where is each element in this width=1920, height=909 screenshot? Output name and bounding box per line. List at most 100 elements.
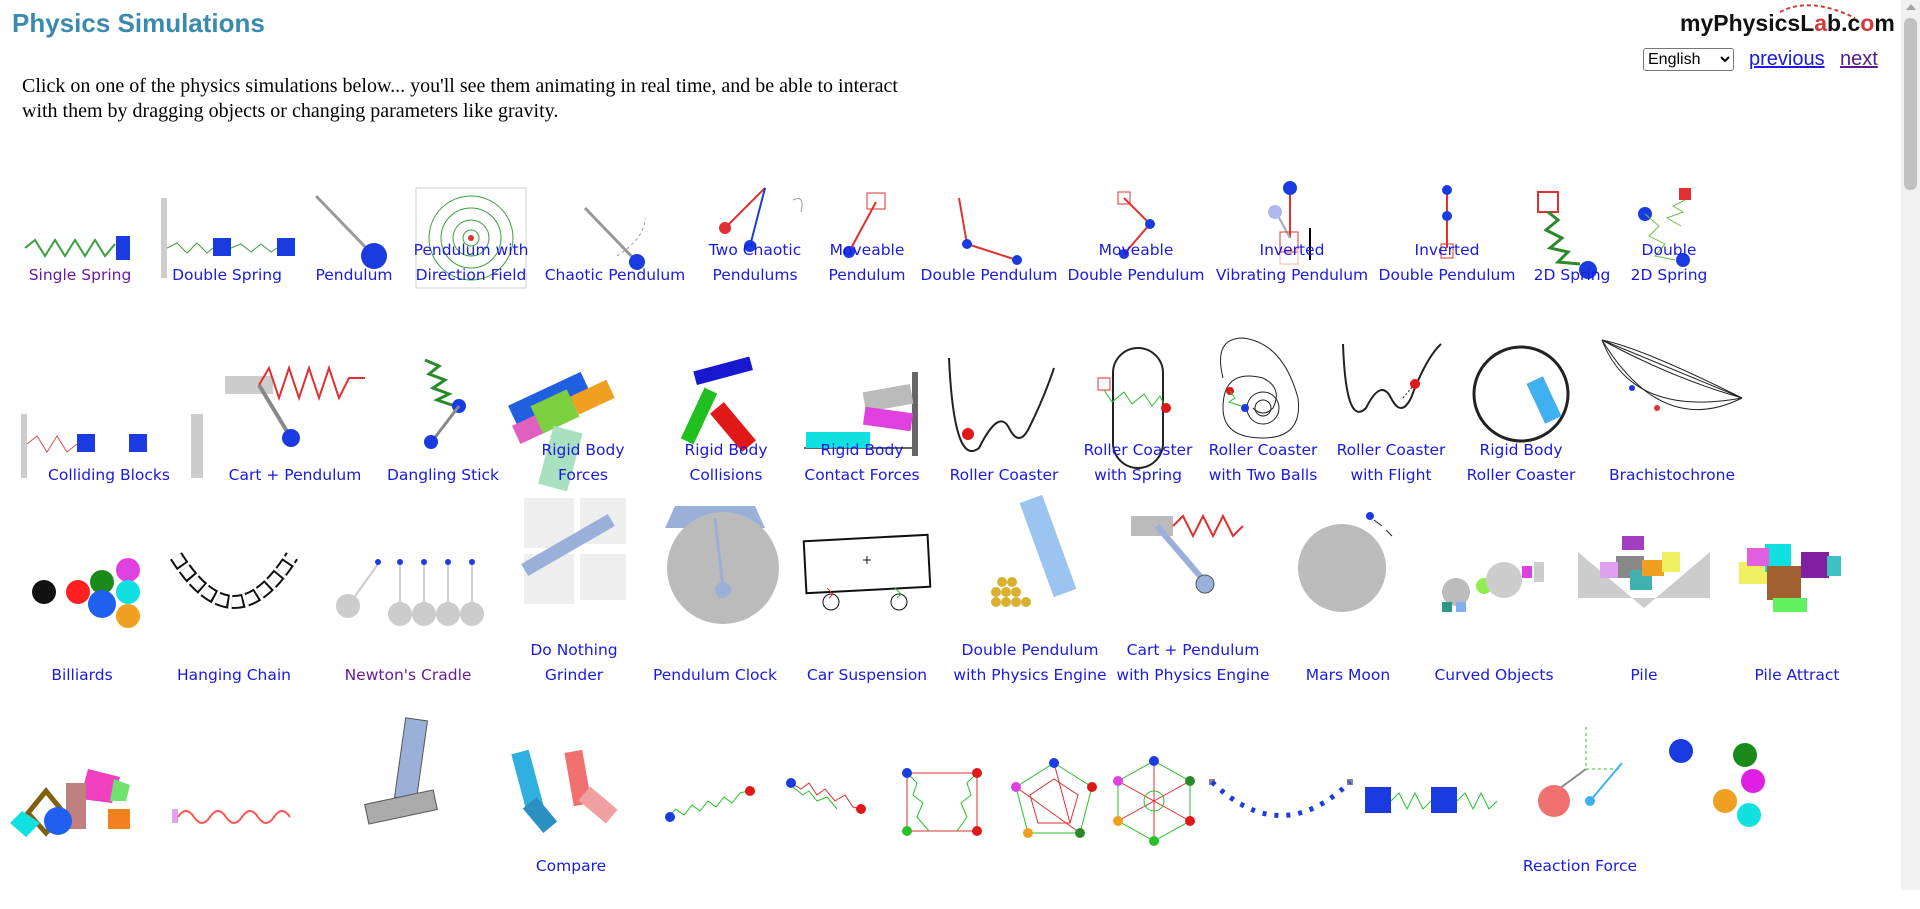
sim-caption[interactable]: Rigid Body Forces (473, 438, 693, 488)
sim-link-2d-spring[interactable]: 2D Spring (1462, 88, 1682, 318)
sim-link-moveable-pendulum[interactable]: Moveable Pendulum (757, 88, 977, 318)
sim-link-billiards[interactable]: Billiards (0, 488, 192, 718)
sim-caption[interactable]: Roller Coaster with Flight (1281, 438, 1501, 488)
sim-link-newtons-cradle[interactable]: Newton's Cradle (298, 488, 518, 718)
sim-link-pendulum-clock[interactable]: Pendulum Clock (605, 488, 825, 718)
scrollbar[interactable] (1901, 0, 1920, 890)
sim-link-double-pendulum[interactable]: Double Pendulum (879, 88, 1099, 318)
sim-link-chain-1[interactable] (604, 679, 824, 909)
scroll-thumb[interactable] (1904, 18, 1917, 190)
sim-link-compare[interactable]: Compare (461, 679, 681, 909)
sim-caption[interactable]: Dangling Stick (333, 463, 553, 488)
sim-link-colliding-blocks[interactable]: Colliding Blocks (0, 288, 219, 518)
sim-link-inverted-double-pendulum[interactable]: Inverted Double Pendulum (1337, 88, 1557, 318)
sim-caption[interactable]: Cart + Pendulum (185, 463, 405, 488)
sim-link-moveable-double-pendulum[interactable]: Moveable Double Pendulum (1026, 88, 1246, 318)
sim-link-direction-field[interactable]: Pendulum with Direction Field (361, 88, 581, 318)
sim-caption[interactable]: Pendulum (244, 263, 464, 288)
sim-link-curved-objects[interactable]: Curved Objects (1384, 488, 1604, 718)
wave-spring-icon (172, 809, 291, 824)
sim-caption[interactable]: Compare (461, 854, 681, 879)
sim-caption[interactable]: Rigid Body Contact Forces (752, 438, 972, 488)
sim-link-stacked-blocks[interactable] (300, 679, 520, 909)
sim-link-roller-coaster-spring[interactable]: Roller Coaster with Spring (1028, 288, 1248, 518)
sim-caption[interactable]: Billiards (0, 663, 192, 688)
sim-caption[interactable]: Do Nothing Grinder (464, 638, 684, 688)
sim-link-chain-2[interactable] (717, 679, 937, 909)
sim-caption[interactable]: Double Spring (117, 263, 337, 288)
sim-link-rigid-body-forces[interactable]: Rigid Body Forces (473, 288, 693, 518)
sim-caption[interactable]: Cart + Pendulum with Physics Engine (1083, 638, 1303, 688)
sim-caption[interactable]: Reaction Force (1470, 854, 1690, 879)
sim-link-spring-square[interactable] (833, 679, 1053, 909)
sim-caption[interactable]: Brachistochrone (1562, 463, 1782, 488)
sim-link-two-chaotic-pendulums[interactable]: Two Chaotic Pendulums (645, 88, 865, 318)
sim-link-wave-spring[interactable] (122, 679, 342, 909)
sim-link-roller-coaster-two-balls[interactable]: Roller Coaster with Two Balls (1153, 288, 1373, 518)
sim-link-roller-coaster-flight[interactable]: Roller Coaster with Flight (1281, 288, 1501, 518)
sim-caption[interactable]: Moveable Double Pendulum (1026, 238, 1246, 288)
sim-link-rigid-body-collisions[interactable]: Rigid Body Collisions (616, 288, 836, 518)
sim-link-cart-pendulum[interactable]: Cart + Pendulum (185, 288, 405, 518)
sim-caption[interactable]: Inverted Double Pendulum (1337, 238, 1557, 288)
sim-link-polygon-blocks[interactable] (0, 679, 190, 909)
sim-link-single-spring[interactable]: Single Spring (0, 88, 190, 318)
sim-link-cart-pendulum-engine[interactable]: Cart + Pendulum with Physics Engine (1083, 488, 1303, 718)
sim-caption[interactable]: Roller Coaster with Spring (1028, 438, 1248, 488)
sim-caption[interactable]: Car Suspension (757, 663, 977, 688)
sim-link-rigid-body-contact[interactable]: Rigid Body Contact Forces (752, 288, 972, 518)
sim-caption[interactable]: Single Spring (0, 263, 190, 288)
sim-link-chaotic-pendulum[interactable]: Chaotic Pendulum (505, 88, 725, 318)
sim-caption[interactable]: Hanging Chain (124, 663, 344, 688)
sim-caption[interactable]: Double Pendulum (879, 263, 1099, 288)
colliding-blocks-icon (21, 414, 203, 478)
sim-link-brachistochrone[interactable]: Brachistochrone (1562, 288, 1782, 518)
page-title: Physics Simulations (12, 8, 265, 38)
sim-link-spring-hexagon[interactable] (1044, 679, 1264, 909)
sim-caption[interactable]: Double 2D Spring (1559, 238, 1779, 288)
sim-link-hanging-chain[interactable]: Hanging Chain (124, 488, 344, 718)
sim-caption[interactable]: Double Pendulum with Physics Engine (920, 638, 1140, 688)
sim-caption[interactable]: Pile (1534, 663, 1754, 688)
sim-link-inverted-vibrating-pendulum[interactable]: Inverted Vibrating Pendulum (1182, 88, 1402, 318)
colored-balls-icon (1669, 739, 1765, 827)
sim-caption[interactable]: Inverted Vibrating Pendulum (1182, 238, 1402, 288)
sim-caption[interactable]: Pendulum Clock (605, 663, 825, 688)
sim-link-bead-chain[interactable] (1171, 679, 1391, 909)
sim-caption[interactable]: Rigid Body Roller Coaster (1411, 438, 1631, 488)
sim-caption[interactable]: Pile Attract (1687, 663, 1907, 688)
sim-link-reaction-force[interactable]: Reaction Force (1470, 679, 1690, 909)
sim-caption[interactable]: Roller Coaster (894, 463, 1114, 488)
language-select[interactable]: English (1643, 48, 1734, 71)
sim-caption[interactable]: Pendulum with Direction Field (361, 238, 581, 288)
site-logo[interactable]: myPhysicsLab.com (1680, 4, 1895, 37)
sim-caption[interactable]: Newton's Cradle (298, 663, 518, 688)
sim-link-colored-balls[interactable] (1607, 679, 1827, 909)
sim-caption[interactable]: Colliding Blocks (0, 463, 219, 488)
sim-caption[interactable]: Roller Coaster with Two Balls (1153, 438, 1373, 488)
sim-link-double-pendulum-engine[interactable]: Double Pendulum with Physics Engine (920, 488, 1140, 718)
sim-caption[interactable]: Chaotic Pendulum (505, 263, 725, 288)
sim-link-pile-attract[interactable]: Pile Attract (1687, 488, 1907, 718)
sim-link-double-spring[interactable]: Double Spring (117, 88, 337, 318)
sim-caption[interactable]: Two Chaotic Pendulums (645, 238, 865, 288)
next-link[interactable]: next (1840, 48, 1878, 70)
previous-link[interactable]: previous (1749, 48, 1825, 70)
sim-caption[interactable]: Mars Moon (1238, 663, 1458, 688)
sim-caption[interactable]: Moveable Pendulum (757, 238, 977, 288)
sim-link-grinder[interactable]: Do Nothing Grinder (464, 488, 684, 718)
sim-link-rigid-body-roller-coaster[interactable]: Rigid Body Roller Coaster (1411, 288, 1631, 518)
sim-link-mars-moon[interactable]: Mars Moon (1238, 488, 1458, 718)
sim-caption[interactable]: Curved Objects (1384, 663, 1604, 688)
sim-link-car-suspension[interactable]: Car Suspension (757, 488, 977, 718)
sim-link-double-2d-spring[interactable]: Double 2D Spring (1559, 88, 1779, 318)
sim-link-dangling-stick[interactable]: Dangling Stick (333, 288, 553, 518)
sim-link-spring-pentagon[interactable] (944, 679, 1164, 909)
sim-link-roller-coaster[interactable]: Roller Coaster (894, 288, 1114, 518)
sim-link-pile[interactable]: Pile (1534, 488, 1754, 718)
sim-caption[interactable]: 2D Spring (1462, 263, 1682, 288)
scroll-up-icon[interactable] (1906, 4, 1916, 10)
sim-link-two-blocks-spring[interactable] (1321, 679, 1541, 909)
sim-caption[interactable]: Rigid Body Collisions (616, 438, 836, 488)
sim-link-pendulum[interactable]: Pendulum (244, 88, 464, 318)
